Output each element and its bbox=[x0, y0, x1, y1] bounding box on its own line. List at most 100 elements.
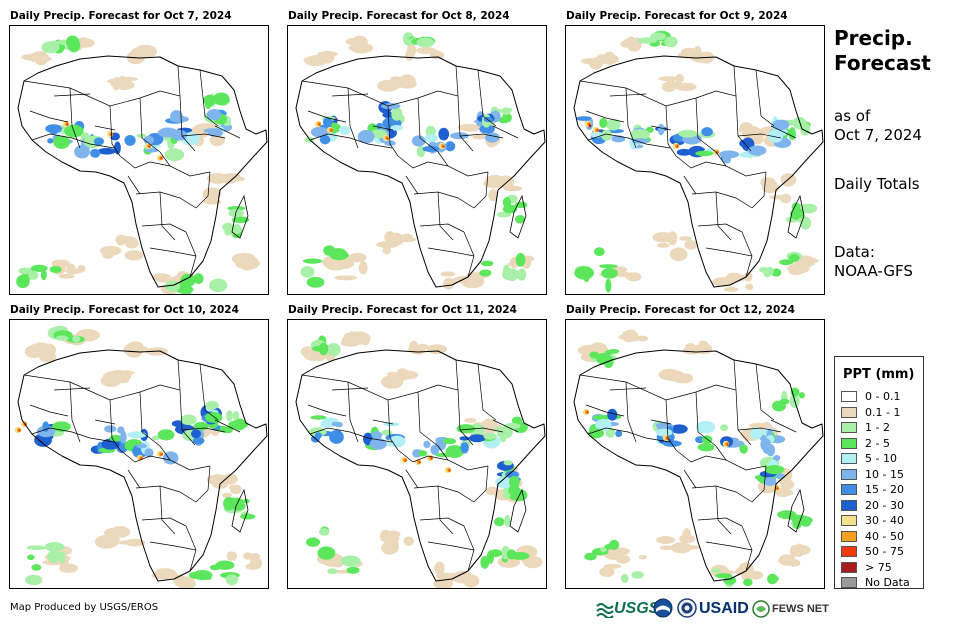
country-border bbox=[715, 90, 752, 152]
rain-patch-moderate bbox=[16, 274, 30, 289]
side-title-line1: Precip. bbox=[834, 26, 913, 50]
doc-seal-logo bbox=[677, 598, 697, 618]
rain-spot bbox=[776, 487, 779, 490]
rain-patch-heavy bbox=[588, 428, 604, 439]
rain-patch-heavy bbox=[193, 421, 209, 431]
rain-patch-moderate bbox=[494, 517, 505, 527]
rain-patch-moderate bbox=[599, 264, 618, 269]
rain-patch-light bbox=[221, 492, 232, 498]
country-border bbox=[159, 90, 196, 152]
rain-patch-light bbox=[360, 336, 370, 346]
country-border bbox=[579, 80, 717, 107]
rain-patch-moderate bbox=[31, 564, 42, 571]
country-border bbox=[665, 105, 677, 157]
legend: PPT (mm) 0 - 0.1 0.1 - 1 1 - 2 2 - 5 5 - 10 1… bbox=[834, 356, 924, 589]
rain-patch-light bbox=[603, 563, 622, 569]
rain-patch-light bbox=[790, 544, 811, 556]
rain-patch-heavy bbox=[42, 421, 50, 433]
rain-patch-moderate bbox=[416, 37, 435, 48]
country-border bbox=[127, 469, 141, 489]
rain-patch-heavy bbox=[722, 156, 731, 164]
rain-patch-moderate bbox=[631, 571, 644, 579]
country-border bbox=[149, 247, 197, 257]
rain-patch-light bbox=[684, 342, 696, 352]
legend-label: 30 - 40 bbox=[865, 514, 904, 527]
legend-swatch bbox=[841, 406, 857, 418]
rain-patch-light bbox=[109, 525, 131, 538]
forecast-map-oct11 bbox=[287, 319, 547, 589]
rain-patch-light bbox=[346, 331, 360, 345]
rain-patch-heavy bbox=[763, 476, 777, 486]
daily-totals-label: Daily Totals bbox=[834, 175, 920, 193]
rain-patch-light bbox=[488, 189, 499, 202]
country-border bbox=[301, 80, 439, 107]
rain-patch-light bbox=[397, 79, 417, 89]
legend-swatch bbox=[841, 499, 857, 511]
rain-patch-light bbox=[669, 247, 688, 262]
rain-patch-heavy bbox=[739, 444, 748, 454]
country-border bbox=[397, 449, 449, 463]
usaid-logo: USAID bbox=[699, 598, 749, 618]
country-border bbox=[715, 445, 767, 471]
rain-spot bbox=[160, 157, 163, 160]
rain-patch-light bbox=[460, 274, 485, 289]
rain-patch-light bbox=[599, 566, 615, 578]
rain-patch-heavy bbox=[764, 464, 785, 475]
rain-patch-moderate bbox=[346, 566, 360, 574]
africa-coastline bbox=[17, 55, 268, 288]
rain-patch-moderate bbox=[180, 273, 196, 287]
rain-patch-light bbox=[229, 484, 242, 495]
rain-spot bbox=[418, 461, 421, 464]
rain-patch-heavy bbox=[47, 138, 54, 144]
rain-patch-moderate bbox=[203, 94, 217, 106]
country-border bbox=[437, 90, 474, 152]
rain-patch-heavy bbox=[331, 421, 338, 427]
rain-patch-light bbox=[787, 559, 801, 567]
legend-label: 10 - 15 bbox=[865, 467, 904, 481]
rain-patch-heavy bbox=[695, 436, 705, 444]
country-border bbox=[691, 485, 753, 503]
rain-patch-moderate bbox=[664, 36, 678, 48]
panel-title-oct10: Daily Precip. Forecast for Oct 10, 2024 bbox=[10, 304, 239, 316]
country-border bbox=[199, 363, 219, 421]
rain-spot bbox=[318, 123, 321, 126]
country-border bbox=[697, 517, 743, 527]
rain-patch-heavy bbox=[631, 138, 650, 144]
country-border bbox=[705, 247, 753, 257]
rain-patch-moderate bbox=[637, 37, 658, 44]
rain-spot bbox=[676, 145, 679, 148]
rain-patch-heavy bbox=[483, 432, 497, 440]
rain-patch-heavy bbox=[606, 118, 621, 131]
rain-patch-light bbox=[615, 554, 631, 564]
rain-patch-heavy bbox=[357, 129, 375, 144]
legend-swatch bbox=[841, 515, 857, 526]
rain-patch-heavy bbox=[422, 145, 440, 153]
legend-swatch bbox=[841, 546, 857, 557]
as-of-label: as of bbox=[834, 107, 871, 125]
rain-patch-light bbox=[102, 371, 122, 384]
country-border bbox=[23, 80, 161, 107]
rain-patch-moderate bbox=[208, 278, 228, 293]
country-border bbox=[301, 374, 439, 401]
rain-patch-light bbox=[684, 239, 698, 250]
country-border bbox=[419, 223, 465, 233]
rain-patch-moderate bbox=[723, 576, 737, 585]
country-border bbox=[135, 191, 197, 209]
rain-spot bbox=[726, 443, 729, 446]
rain-patch-heavy bbox=[169, 115, 189, 123]
rain-patch-moderate bbox=[40, 269, 47, 281]
rain-patch-light bbox=[403, 536, 414, 546]
legend-swatch bbox=[841, 422, 857, 433]
madagascar-outline bbox=[787, 488, 805, 533]
panel-title-oct12: Daily Precip. Forecast for Oct 12, 2024 bbox=[566, 304, 795, 316]
rain-patch-moderate bbox=[788, 254, 800, 262]
rain-patch-heavy bbox=[371, 431, 383, 440]
rain-patch-light bbox=[173, 576, 195, 582]
rain-patch-light bbox=[390, 377, 400, 386]
rain-patch-heavy bbox=[766, 444, 776, 457]
rain-spot bbox=[404, 459, 407, 462]
rain-patch-light bbox=[580, 58, 602, 65]
rain-patch-light bbox=[406, 43, 417, 58]
rain-patch-light bbox=[319, 50, 335, 64]
rain-patch-moderate bbox=[327, 568, 338, 575]
